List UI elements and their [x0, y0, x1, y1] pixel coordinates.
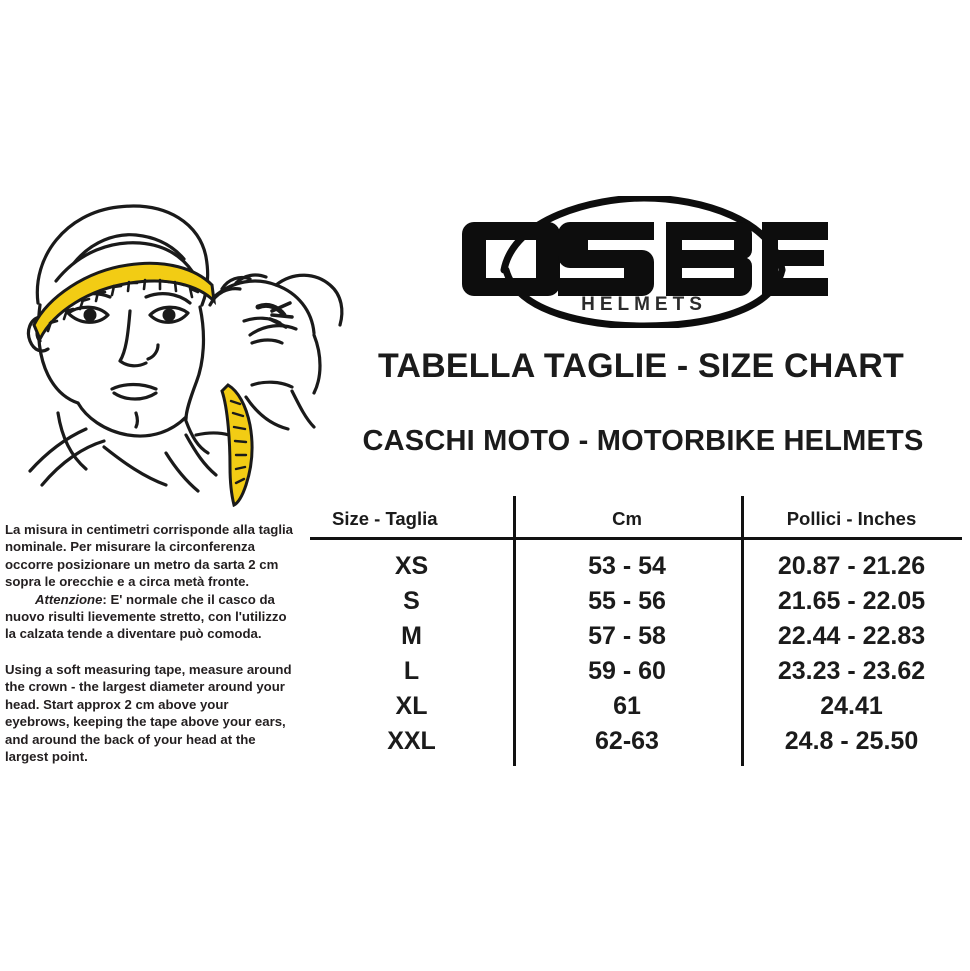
cell-inches: 20.87 - 21.26 [777, 552, 926, 580]
table-row: L 59 - 60 23.23 - 23.62 [310, 654, 962, 689]
tape-tail [220, 383, 254, 508]
tape-band [32, 261, 217, 343]
cell-size: L [403, 657, 420, 685]
logo-tagline-text: HELMETS [581, 294, 707, 315]
cell-size: M [401, 622, 422, 650]
it-line-3: occorre posizionare un metro da sarta 2 … [5, 556, 279, 572]
cell-size: XS [394, 552, 429, 580]
osbe-logo: HELMETS [452, 196, 832, 328]
cell-size: S [403, 587, 420, 615]
cell-inches: 21.65 - 22.05 [777, 587, 926, 615]
cell-size: XL [395, 692, 428, 720]
osbe-wordmark-letters [462, 222, 828, 296]
cell-inches: 24.41 [820, 692, 883, 720]
it-line-7: la calzata tende a diventare può comoda. [5, 626, 262, 642]
table-column-divider-2 [741, 496, 744, 766]
it-line-6: nuovo risulti lievemente stretto, con l'… [5, 609, 287, 625]
cell-cm: 55 - 56 [588, 587, 666, 615]
table-column-divider-1 [513, 496, 516, 766]
page-subtitle: CASCHI MOTO - MOTORBIKE HELMETS [362, 425, 924, 457]
en-line-2: the crown - the largest diameter around … [5, 679, 285, 695]
cell-cm: 59 - 60 [588, 657, 666, 685]
cell-size: XXL [387, 727, 436, 755]
cell-inches: 24.8 - 25.50 [784, 727, 919, 755]
table-header-size: Size - Taglia [332, 508, 438, 529]
cell-inches: 22.44 - 22.83 [777, 622, 926, 650]
table-row: XXL 62-63 24.8 - 25.50 [310, 724, 962, 759]
it-line-5-rest: : E' normale che il casco da [102, 591, 275, 607]
table-row: XS 53 - 54 20.87 - 21.26 [310, 549, 962, 584]
it-line-1: La misura in centimetri corrisponde alla… [5, 522, 294, 537]
head-measuring-illustration [0, 185, 345, 515]
cell-inches: 23.23 - 23.62 [777, 657, 926, 685]
table-header-rule [310, 537, 962, 540]
page-title: TABELLA TAGLIE - SIZE CHART [377, 347, 905, 385]
table-row: S 55 - 56 21.65 - 22.05 [310, 584, 962, 619]
cell-cm: 62-63 [595, 727, 659, 755]
en-line-1: Using a soft measuring tape, measure aro… [5, 662, 292, 677]
en-line-5: and around the back of your head at the [5, 731, 256, 747]
en-line-3: head. Start approx 2 cm above your [5, 696, 229, 712]
table-header-cm: Cm [612, 508, 642, 529]
cell-cm: 53 - 54 [588, 552, 666, 580]
it-attention-label: Attenzione [35, 591, 103, 607]
instructions-english: Using a soft measuring tape, measure aro… [5, 661, 315, 765]
en-line-6: largest point. [5, 749, 88, 765]
table-row: M 57 - 58 22.44 - 22.83 [310, 619, 962, 654]
cell-cm: 57 - 58 [588, 622, 666, 650]
it-line-2: nominale. Per misurare la circonferenza [5, 539, 255, 555]
size-table: Size - Taglia Cm Pollici - Inches XS 53 … [310, 496, 962, 771]
table-row: XL 61 24.41 [310, 689, 962, 724]
it-line-4: sopra le orecchie e a circa metà fronte. [5, 574, 250, 590]
instructions-italian: La misura in centimetri corrisponde alla… [5, 521, 315, 643]
en-line-4: eyebrows, keeping the tape above your ea… [5, 714, 286, 730]
table-header-inches: Pollici - Inches [786, 508, 917, 529]
cell-cm: 61 [613, 692, 641, 720]
